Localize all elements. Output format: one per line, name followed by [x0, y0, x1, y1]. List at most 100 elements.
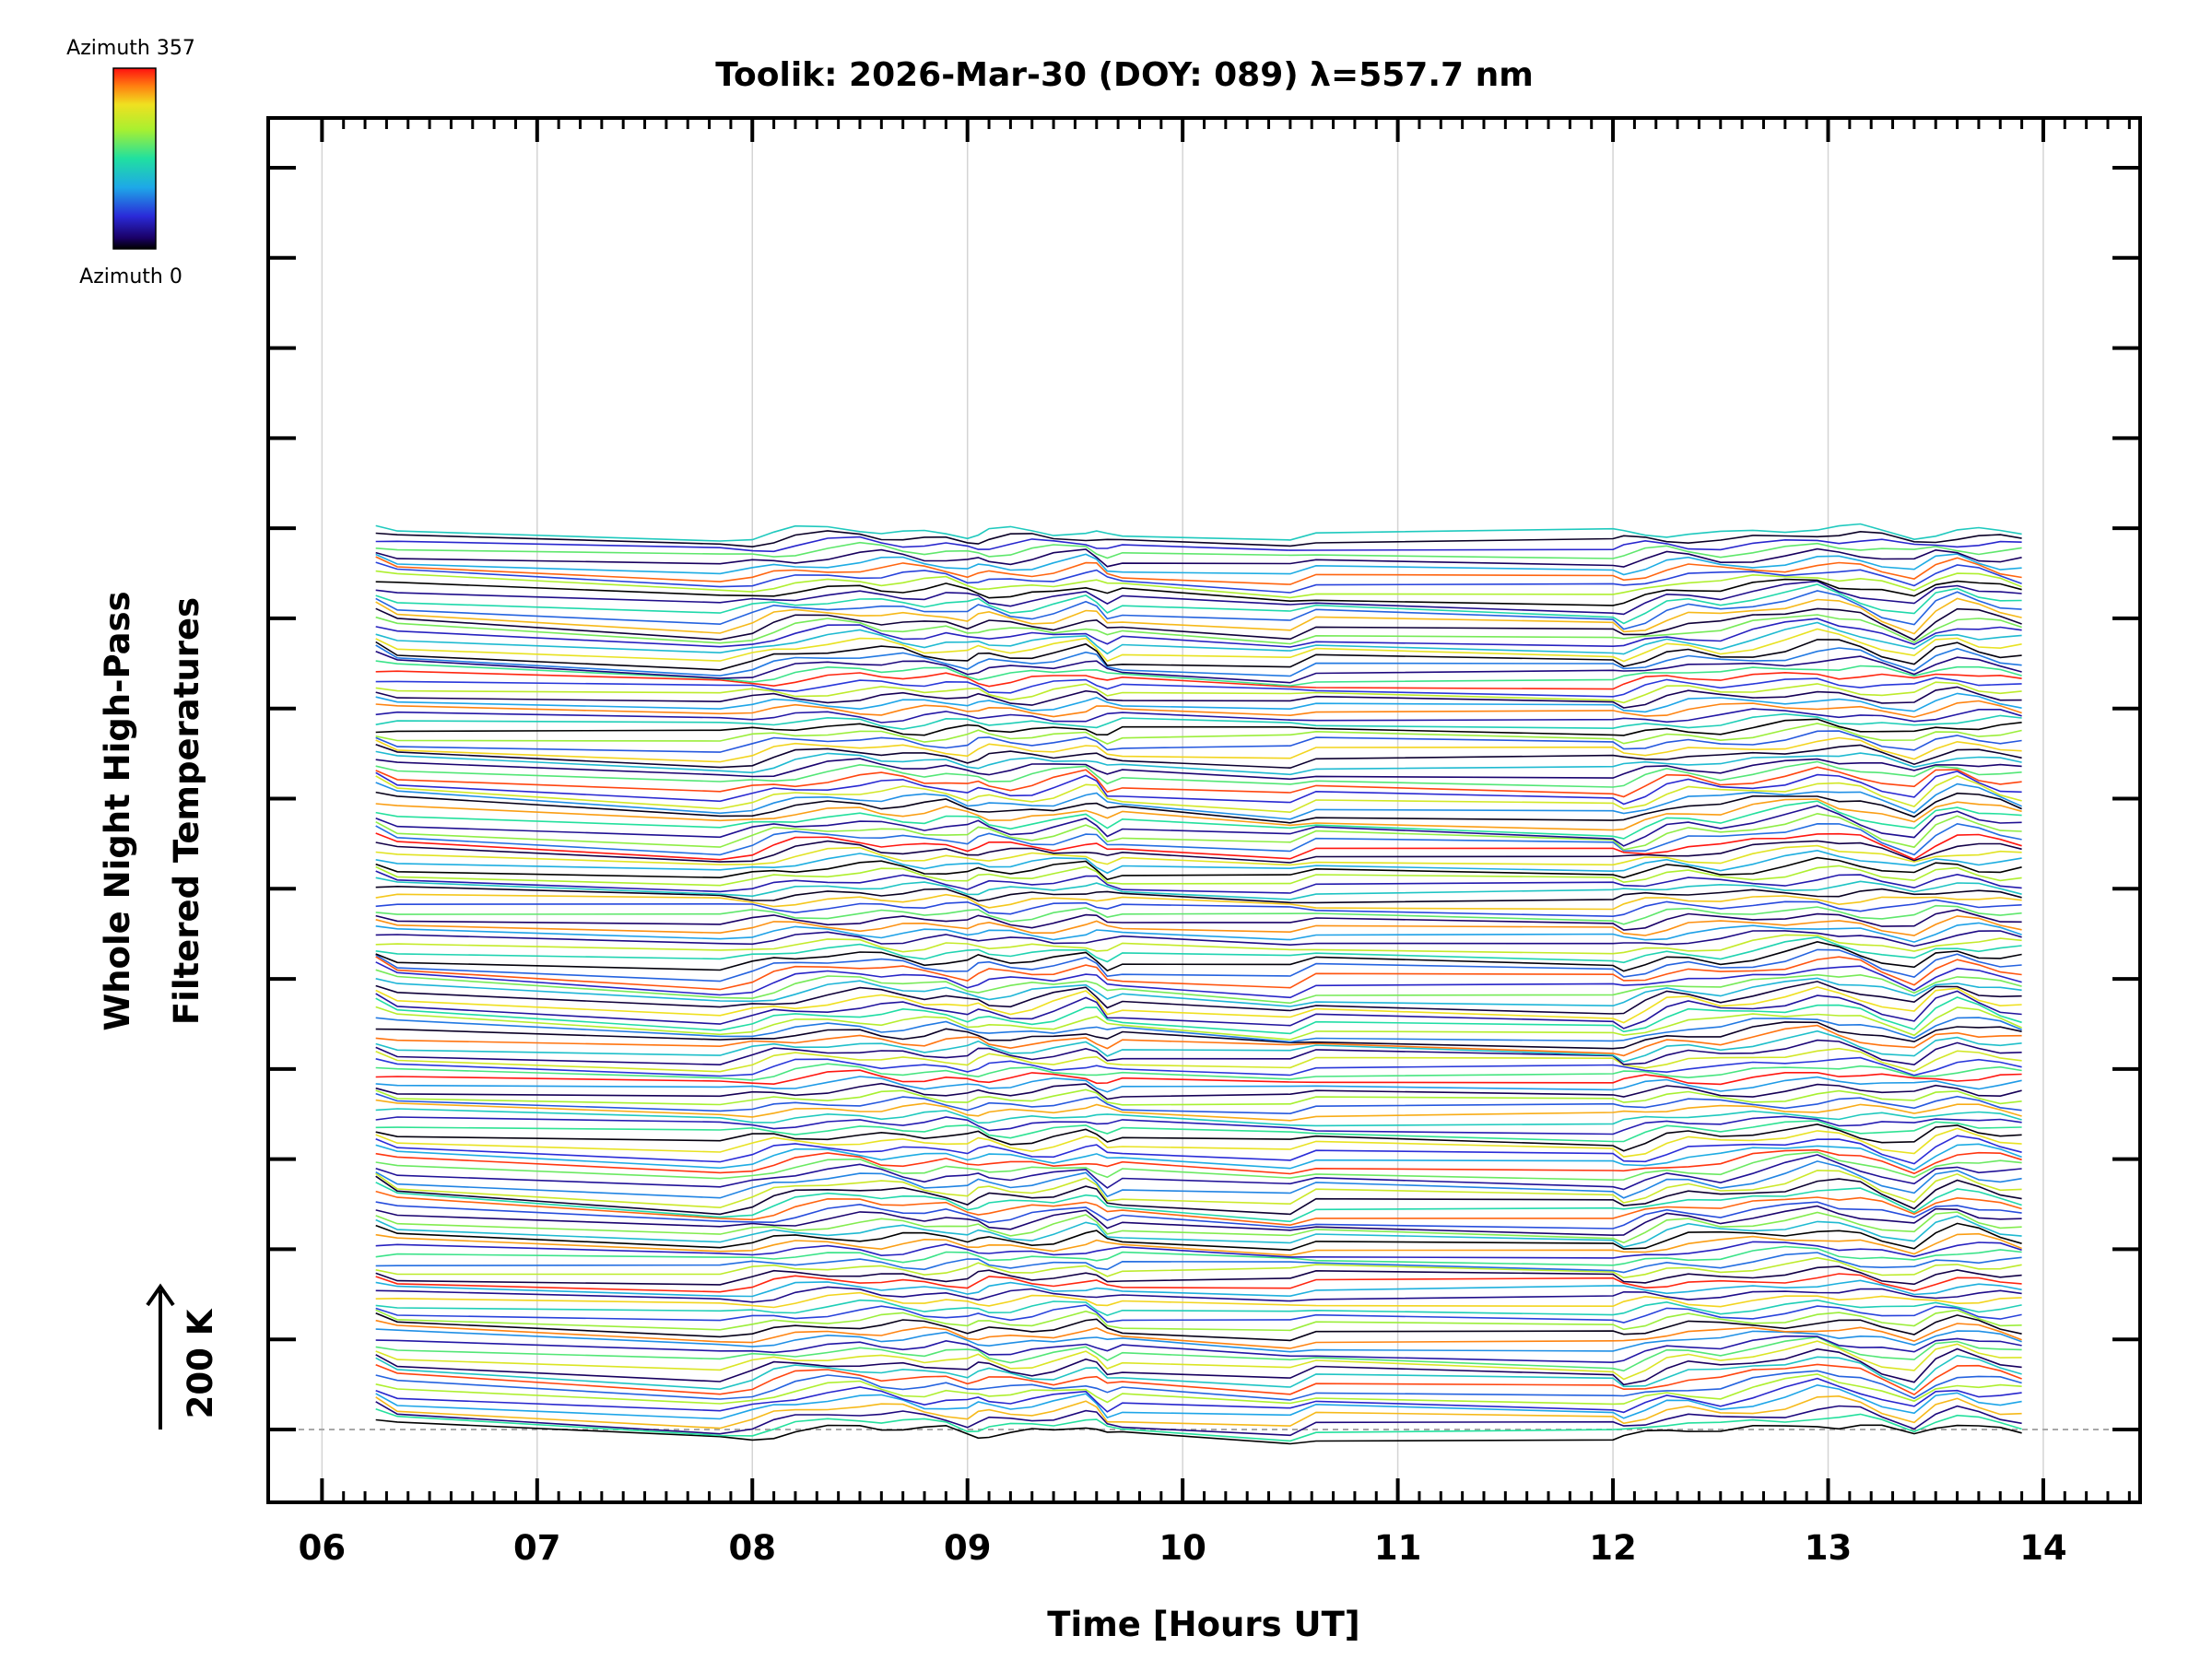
series-line-zone-46 — [375, 1127, 2022, 1158]
series-line-zone-09 — [375, 1363, 2022, 1396]
x-tick-label: 07 — [513, 1528, 561, 1568]
scale-arrow — [146, 1283, 175, 1430]
series-line-zone-98 — [375, 798, 2022, 831]
series-line-zone-132 — [375, 580, 2022, 616]
colorbar-top-label: Azimuth 357 — [66, 37, 195, 60]
series-line-zone-43 — [375, 1148, 2022, 1175]
series-line-zone-76 — [375, 935, 2022, 964]
series-line-zone-142 — [375, 523, 2022, 542]
series-line-zone-51 — [375, 1099, 2022, 1122]
series-line-zone-38 — [375, 1175, 2022, 1216]
series-line-zone-66 — [375, 996, 2022, 1035]
series-line-zone-19 — [375, 1304, 2022, 1324]
series-line-zone-135 — [375, 561, 2022, 594]
series-line-zone-92 — [375, 840, 2022, 864]
series-line-zone-16 — [375, 1319, 2022, 1349]
series-line-zone-05 — [375, 1383, 2022, 1420]
series-line-zone-39 — [375, 1170, 2022, 1209]
series-line-zone-33 — [375, 1211, 2022, 1244]
x-tick-label: 10 — [1159, 1528, 1206, 1568]
series-line-zone-126 — [375, 618, 2022, 648]
series-line-zone-97 — [375, 800, 2022, 840]
series-line-zone-04 — [375, 1394, 2022, 1430]
series-line-zone-133 — [375, 578, 2022, 606]
series-line-zone-12 — [375, 1340, 2022, 1381]
series-line-zone-02 — [375, 1407, 2022, 1442]
series-line-zone-138 — [375, 547, 2022, 568]
series-line-zone-11 — [375, 1347, 2022, 1386]
series-line-zone-89 — [375, 856, 2022, 881]
series-line-zone-139 — [375, 541, 2022, 559]
series-line-zone-129 — [375, 597, 2022, 635]
series-line-zone-99 — [375, 791, 2022, 824]
series-line-zone-21 — [375, 1291, 2022, 1309]
series-line-zone-110 — [375, 723, 2022, 745]
series-line-zone-128 — [375, 607, 2022, 641]
series-line-zone-96 — [375, 805, 2022, 847]
series-line-zone-106 — [375, 750, 2022, 776]
series-line-zone-36 — [375, 1190, 2022, 1227]
series-line-zone-114 — [375, 700, 2022, 718]
series-line-zone-85 — [375, 885, 2022, 904]
series-line-zone-55 — [375, 1076, 2022, 1093]
series-line-zone-13 — [375, 1335, 2022, 1372]
series-line-zone-69 — [375, 981, 2022, 1015]
series-line-zone-116 — [375, 686, 2022, 709]
series-line-zone-109 — [375, 730, 2022, 753]
series-line-zone-24 — [375, 1273, 2022, 1293]
series-line-zone-120 — [375, 660, 2022, 687]
series-line-zone-62 — [375, 1024, 2022, 1057]
y-axis-label-line-2: Filtered Temperatures — [167, 597, 206, 1025]
x-tick-label: 12 — [1589, 1528, 1637, 1568]
series-line-zone-122 — [375, 644, 2022, 677]
series-line-zone-119 — [375, 670, 2022, 690]
series-line-zone-121 — [375, 651, 2022, 684]
series-line-zone-81 — [375, 909, 2022, 931]
series-line-zone-57 — [375, 1063, 2022, 1081]
series-line-zone-101 — [375, 775, 2022, 814]
series-line-zone-95 — [375, 812, 2022, 851]
series-line-zone-134 — [375, 570, 2022, 599]
x-tick-label: 13 — [1805, 1528, 1853, 1568]
x-tick-label: 09 — [944, 1528, 992, 1568]
series-line-zone-74 — [375, 948, 2022, 982]
x-axis-ticks: 06 07 08 09 10 11 12 13 14 — [299, 118, 2131, 1568]
series-line-zone-93 — [375, 832, 2022, 861]
x-tick-label: 08 — [729, 1528, 777, 1568]
series-line-zone-50 — [375, 1108, 2022, 1127]
series-line-zone-15 — [375, 1328, 2022, 1353]
series-line-zone-67 — [375, 990, 2022, 1030]
x-tick-label: 11 — [1374, 1528, 1422, 1568]
series-line-zone-141 — [375, 530, 2022, 548]
series-line-zone-127 — [375, 614, 2022, 645]
series-line-zone-107 — [375, 743, 2022, 770]
series-line-zone-23 — [375, 1279, 2022, 1298]
series-line-zone-75 — [375, 940, 2022, 972]
series-line-zone-118 — [375, 677, 2022, 698]
series-line-zone-78 — [375, 930, 2022, 947]
series-line-zone-111 — [375, 718, 2022, 736]
series-line-zone-26 — [375, 1256, 2022, 1279]
series-line-zone-45 — [375, 1135, 2022, 1165]
series-line-zone-08 — [375, 1370, 2022, 1401]
series-line-zone-17 — [375, 1312, 2022, 1342]
series-line-zone-72 — [375, 961, 2022, 999]
series-line-zone-64 — [375, 1017, 2022, 1043]
series-line-zone-60 — [375, 1039, 2022, 1066]
series-line-zone-102 — [375, 771, 2022, 806]
series-line-zone-18 — [375, 1309, 2022, 1332]
series-line-zone-82 — [375, 904, 2022, 925]
series-line-zone-105 — [375, 758, 2022, 781]
series-line-zone-54 — [375, 1082, 2022, 1100]
colorbar-bottom-label: Azimuth 0 — [79, 265, 182, 288]
series-line-zone-115 — [375, 692, 2022, 713]
series-line-zone-01 — [375, 1418, 2022, 1445]
series-line-zone-91 — [375, 844, 2022, 866]
series-line-zone-140 — [375, 535, 2022, 553]
series-line-zone-49 — [375, 1115, 2022, 1135]
series-line-zone-131 — [375, 583, 2022, 625]
series-line-zone-07 — [375, 1373, 2022, 1406]
series-line-zone-32 — [375, 1215, 2022, 1248]
series-line-zone-113 — [375, 708, 2022, 724]
